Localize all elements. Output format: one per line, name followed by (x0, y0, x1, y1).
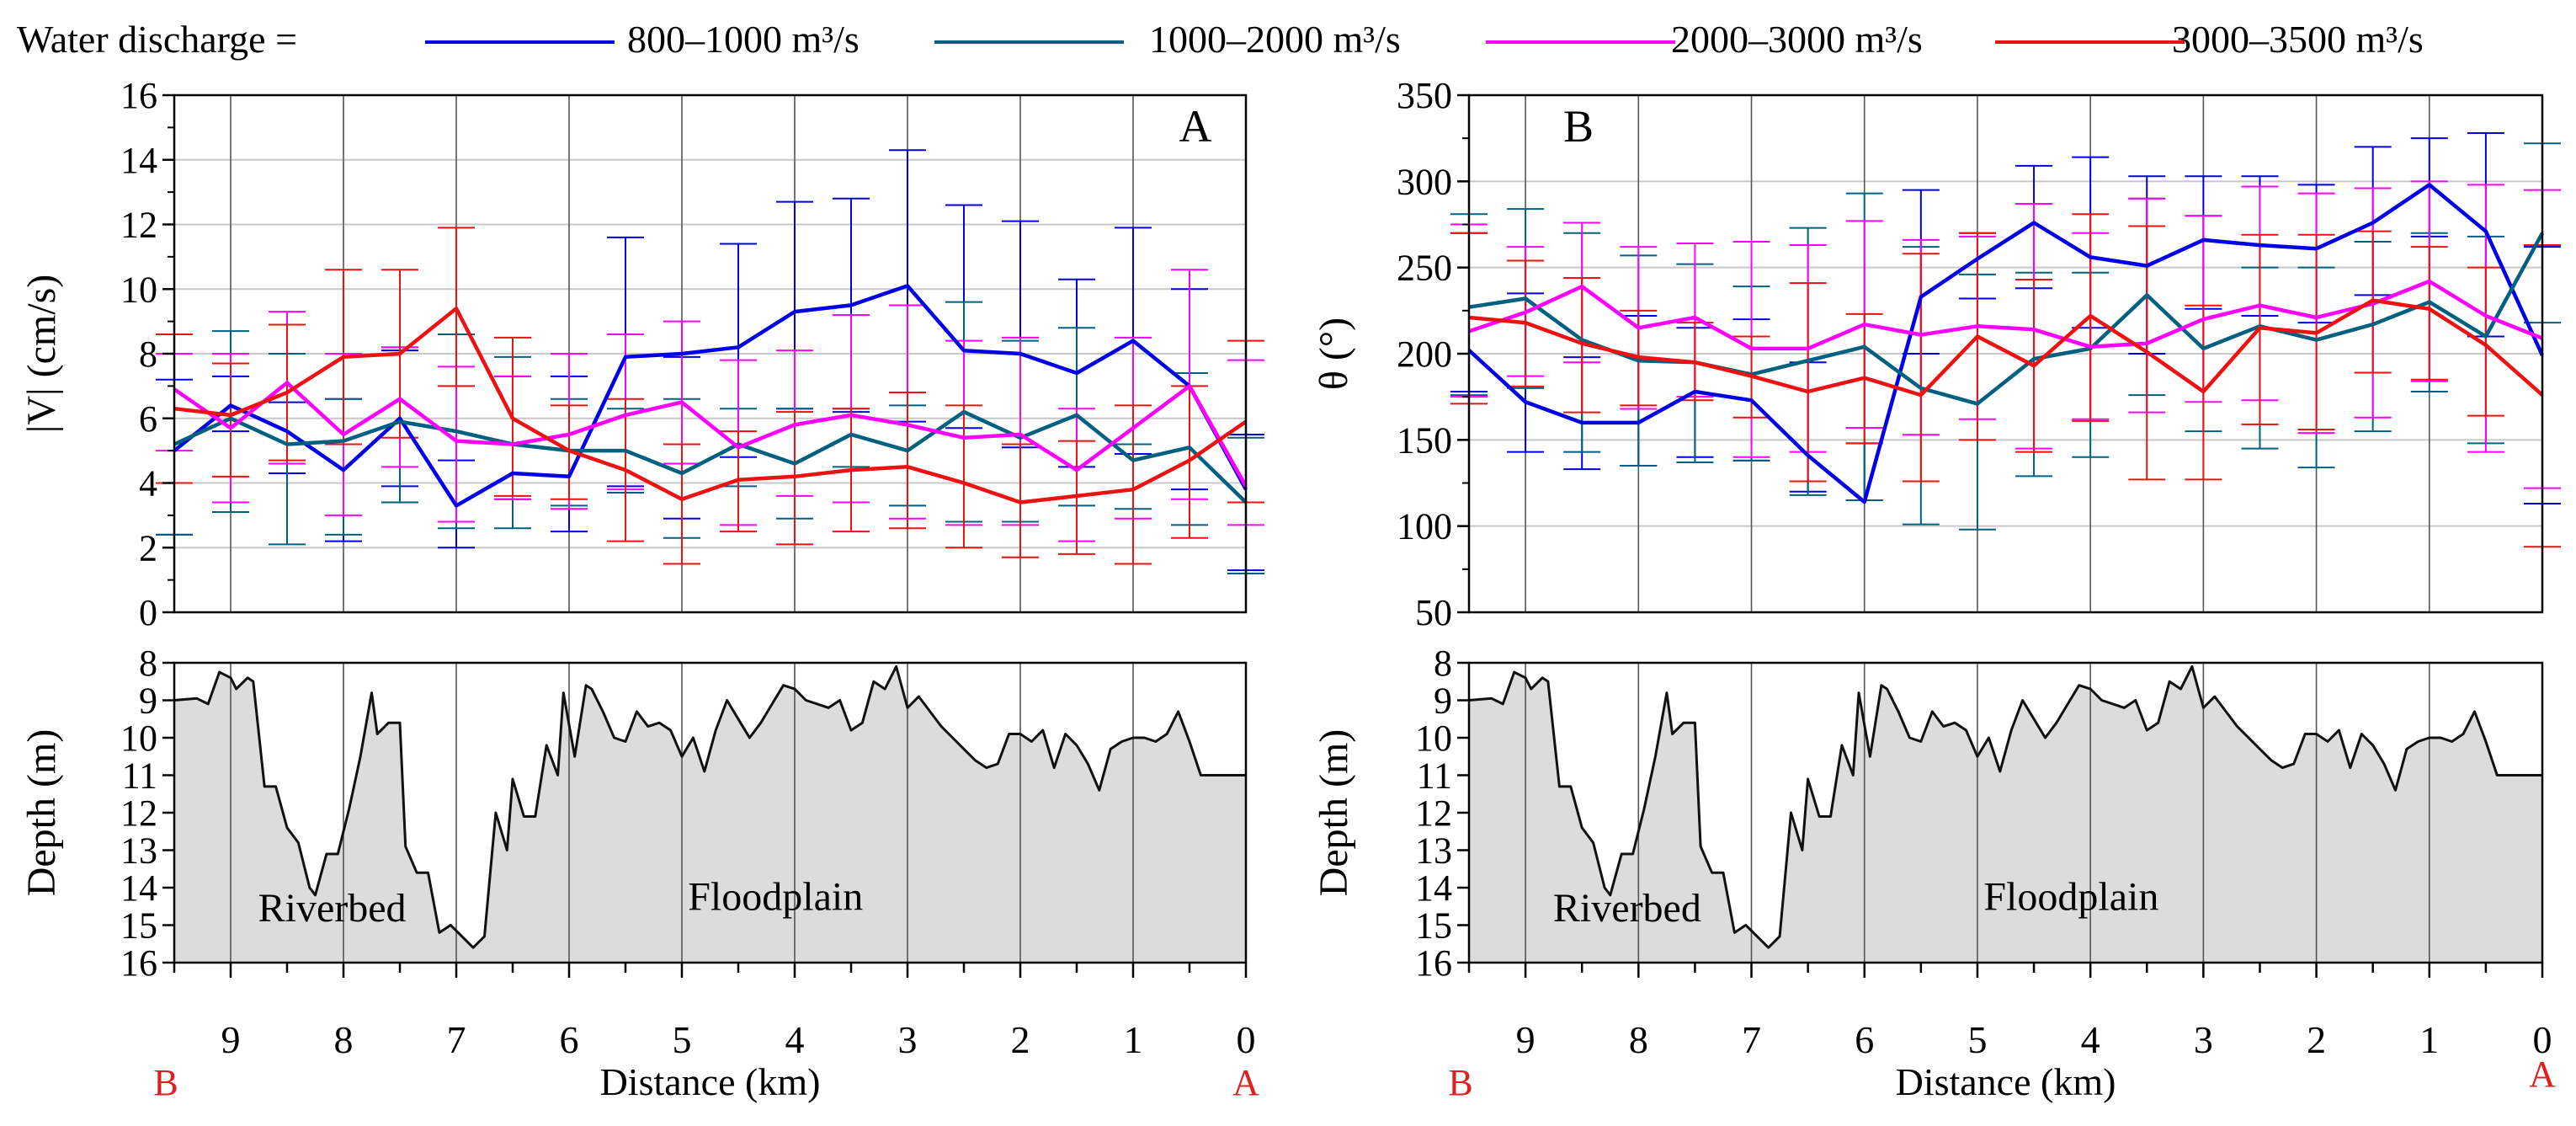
x-tick-label: 2 (1011, 1018, 1030, 1061)
x-tick-label: 4 (2081, 1018, 2100, 1061)
panel-label: A (1179, 101, 1212, 152)
series-line-4 (1468, 298, 2544, 398)
y-tick-label: 50 (1415, 592, 1452, 633)
y-tick-label: 9 (139, 680, 157, 722)
y-tick-label: 15 (120, 905, 157, 947)
x-tick-label: 5 (673, 1018, 692, 1061)
series-line-1 (173, 284, 1248, 508)
x-axis-title: Distance (km) (600, 1060, 821, 1103)
y-tick-label: 10 (1415, 718, 1452, 759)
x-tick-label: 0 (2533, 1018, 2552, 1061)
x-tick-label: 9 (1516, 1018, 1535, 1061)
x-tick-label: 6 (560, 1018, 579, 1061)
series-line-2 (1468, 232, 2544, 406)
y-tick-label: 8 (139, 334, 157, 375)
x-tick-label: 8 (1629, 1018, 1648, 1061)
depth-line (173, 664, 1246, 949)
y-tick-label: 10 (120, 718, 157, 759)
y-tick-label: 16 (1415, 942, 1452, 984)
x-axis-title: Distance (km) (1896, 1060, 2116, 1103)
x-tick-label: 6 (1855, 1018, 1874, 1061)
annotation-floodplain: Floodplain (1983, 875, 2158, 920)
x-tick-label: 8 (334, 1018, 354, 1061)
panel-label: B (1563, 101, 1594, 152)
x-tick-label: 7 (447, 1018, 466, 1061)
x-tick-label: 5 (1967, 1018, 1987, 1061)
y-tick-label: 14 (120, 867, 157, 909)
y-tick-label: 8 (1434, 643, 1452, 684)
y-tick-label: 8 (139, 643, 157, 684)
annotation-floodplain: Floodplain (688, 875, 863, 920)
y-tick-label: 11 (122, 755, 157, 797)
y-tick-label: 350 (1397, 75, 1452, 116)
depth-fill (174, 666, 1246, 963)
y-tick-label: 14 (1415, 867, 1452, 909)
series-line-1 (1467, 183, 2545, 504)
y-tick-label: 12 (120, 205, 157, 246)
legend: Water discharge = 800–1000 m³/s 1000–2000 … (17, 18, 2424, 61)
y-tick-label: 150 (1397, 419, 1452, 461)
y-tick-label: 12 (1415, 792, 1452, 834)
y-tick-label: 11 (1417, 755, 1452, 797)
annotation-riverbed: Riverbed (1553, 886, 1701, 931)
y-tick-label: 100 (1397, 506, 1452, 547)
x-tick-label: 9 (221, 1018, 241, 1061)
legend-prefix: Water discharge = (17, 18, 297, 61)
end-label-a: A (1232, 1062, 1259, 1103)
annotation-riverbed: Riverbed (258, 886, 407, 931)
legend-label-3: 2000–3000 m³/s (1671, 18, 1923, 61)
y-tick-label: 6 (139, 398, 157, 440)
y-tick-label: 15 (1415, 905, 1452, 947)
y-tick-label: 13 (120, 830, 157, 872)
legend-label-1: 800–1000 m³/s (627, 18, 860, 61)
y-axis-title: θ (°) (1312, 318, 1356, 390)
y-axis-title: Depth (m) (19, 729, 64, 897)
y-axis-title: Depth (m) (1312, 729, 1356, 897)
y-tick-label: 9 (1434, 680, 1452, 722)
y-tick-label: 250 (1397, 248, 1452, 289)
legend-label-2: 1000–2000 m³/s (1149, 18, 1401, 61)
y-tick-label: 2 (139, 527, 157, 568)
y-tick-label: 200 (1397, 334, 1452, 375)
end-label-b: B (1448, 1062, 1472, 1103)
series-line-4 (173, 307, 1248, 504)
y-tick-label: 12 (120, 792, 157, 834)
x-tick-label: 3 (898, 1018, 918, 1061)
x-tick-label: 7 (1742, 1018, 1761, 1061)
y-tick-label: 13 (1415, 830, 1452, 872)
x-tick-label: 1 (1124, 1018, 1143, 1061)
x-tick-label: 4 (785, 1018, 805, 1061)
series-line-3 (173, 381, 1248, 488)
y-tick-label: 14 (120, 140, 157, 181)
y-tick-label: 300 (1397, 161, 1452, 202)
y-tick-label: 4 (139, 463, 157, 504)
x-tick-label: 0 (1237, 1018, 1256, 1061)
series-4-group (1450, 213, 2561, 548)
x-tick-label: 2 (2307, 1018, 2326, 1061)
y-tick-label: 16 (120, 942, 157, 984)
depth-line (1468, 664, 2542, 949)
y-tick-label: 0 (139, 592, 157, 633)
end-label-a: A (2529, 1054, 2556, 1095)
legend-label-4: 3000–3500 m³/s (2172, 18, 2424, 61)
x-tick-label: 1 (2419, 1018, 2439, 1061)
y-tick-label: 16 (120, 75, 157, 116)
depth-fill (1469, 666, 2542, 963)
series-line-2 (173, 409, 1248, 504)
end-label-b: B (153, 1062, 178, 1103)
y-axis-title: |V| (cm/s) (19, 275, 64, 434)
y-tick-label: 10 (120, 269, 157, 310)
x-tick-label: 3 (2194, 1018, 2213, 1061)
